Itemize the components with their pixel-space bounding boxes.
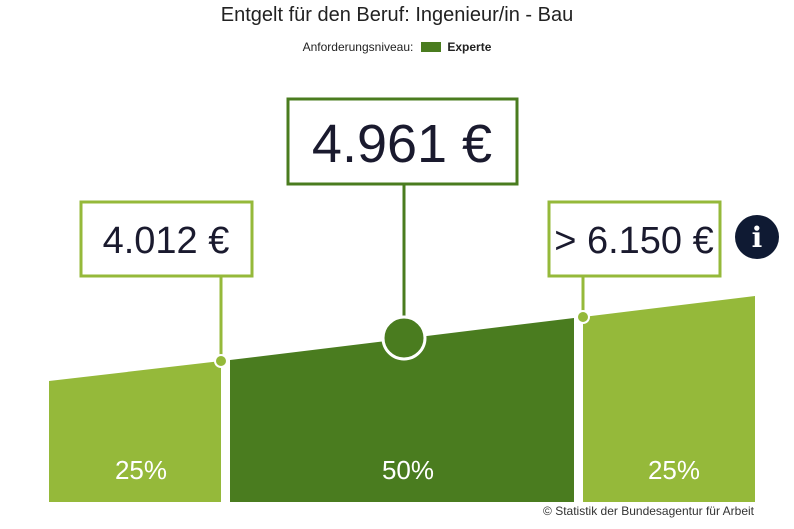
marker-dot-lower — [214, 354, 228, 368]
legend-label: Anforderungsniveau: — [302, 40, 414, 54]
segment-lower-25 — [49, 361, 221, 502]
legend: Anforderungsniveau: Experte — [0, 40, 794, 54]
legend-swatch — [421, 42, 442, 52]
value-lower: 4.012 € — [103, 220, 230, 262]
segment-label-middle: 50% — [382, 455, 434, 485]
chart-title: Entgelt für den Beruf: Ingenieur/in - Ba… — [220, 4, 574, 26]
segment-middle-50 — [230, 318, 574, 502]
info-icon[interactable]: i — [735, 215, 779, 259]
marker-dot-median — [381, 315, 427, 361]
value-box-lower — [79, 200, 254, 278]
source-credit: © Statistik der Bundesagentur für Arbeit — [543, 504, 754, 518]
value-box-upper — [547, 200, 722, 278]
value-upper: > 6.150 € — [554, 220, 714, 262]
segment-label-lower: 25% — [115, 455, 167, 485]
segment-label-upper: 25% — [648, 455, 700, 485]
segment-upper-25 — [583, 296, 755, 502]
value-box-median — [286, 97, 519, 186]
marker-dot-upper — [576, 310, 590, 324]
legend-value: Experte — [447, 40, 492, 54]
value-median: 4.961 € — [312, 114, 492, 174]
